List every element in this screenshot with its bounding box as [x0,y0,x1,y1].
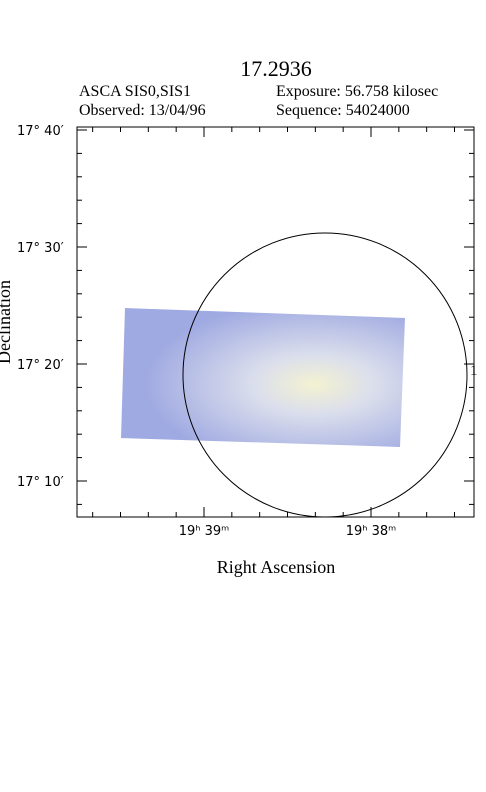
x-axis-label: Right Ascension [217,557,336,577]
y-tick-label: 17° 40′ [17,124,64,139]
x-tick-label: 19ʰ 39ᵐ [179,524,230,539]
y-tick-label: 17° 20′ [17,358,64,373]
instrument: ASCA SIS0,SIS1 [79,83,191,100]
exposure: Exposure: 56.758 kilosec [276,83,438,100]
xray-image [121,308,405,447]
observed: Observed: 13/04/96 [79,102,206,119]
ticks [77,127,474,517]
plot-frame [76,126,475,518]
title: 17.2936 [240,56,312,81]
y-axis-label: Declination [0,280,14,364]
y-tick-label: 17° 30′ [17,241,64,256]
y-tick-label: 17° 10′ [17,475,64,490]
x-tick-label: 19ʰ 38ᵐ [346,524,397,539]
sequence: Sequence: 54024000 [276,102,410,119]
